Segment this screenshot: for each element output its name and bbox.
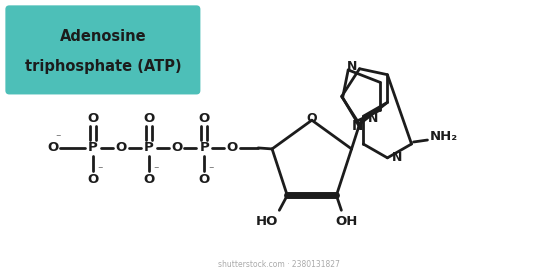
Text: N: N: [368, 112, 378, 125]
Text: OH: OH: [335, 215, 358, 228]
Text: O: O: [171, 141, 182, 155]
Text: NH₂: NH₂: [430, 130, 458, 143]
Text: N: N: [352, 119, 363, 133]
Text: HO: HO: [256, 215, 278, 228]
Text: shutterstock.com · 2380131827: shutterstock.com · 2380131827: [218, 260, 340, 269]
Text: O: O: [199, 112, 210, 125]
FancyBboxPatch shape: [6, 5, 200, 94]
Text: Adenosine: Adenosine: [60, 29, 146, 44]
Text: ⁻: ⁻: [153, 166, 158, 176]
Text: O: O: [227, 141, 238, 155]
Text: N: N: [392, 151, 402, 164]
Text: O: O: [306, 112, 317, 125]
Text: O: O: [115, 141, 127, 155]
Text: O: O: [87, 173, 99, 186]
Text: O: O: [87, 112, 99, 125]
Text: ⁻: ⁻: [209, 166, 214, 176]
Text: P: P: [144, 141, 153, 155]
Text: triphosphate (ATP): triphosphate (ATP): [25, 59, 181, 74]
Text: P: P: [88, 141, 98, 155]
Text: ⁻: ⁻: [97, 166, 103, 176]
Text: O: O: [199, 173, 210, 186]
Text: O: O: [47, 141, 59, 155]
Text: O: O: [143, 112, 154, 125]
Text: N: N: [347, 60, 357, 73]
Text: ⁻: ⁻: [55, 133, 61, 143]
Text: O: O: [143, 173, 154, 186]
Text: P: P: [200, 141, 209, 155]
